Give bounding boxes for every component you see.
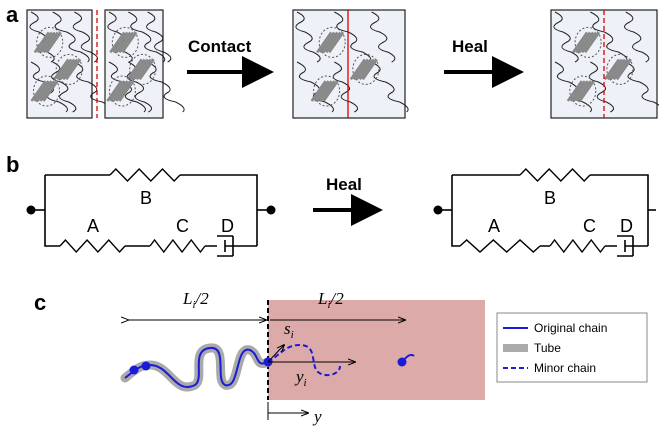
spring: [150, 240, 205, 252]
panel-label: a: [6, 2, 19, 27]
subscript: i: [304, 377, 307, 389]
arrow-label: Contact: [188, 37, 252, 56]
figure: a Contact Heal b Heal B A C D B A C D c …: [0, 0, 659, 428]
element-label: B: [544, 188, 556, 208]
terminal: [267, 206, 276, 215]
chain-end: [130, 366, 139, 375]
legend-label: Original chain: [534, 321, 607, 335]
legend-label: Tube: [534, 341, 561, 355]
terminal: [27, 206, 36, 215]
spring: [110, 169, 180, 181]
element-label: A: [87, 216, 99, 236]
element-label: A: [488, 216, 500, 236]
rest: /2: [195, 289, 210, 308]
legend-label: Minor chain: [534, 361, 596, 375]
spring: [520, 169, 590, 181]
rest: /2: [330, 289, 345, 308]
arrow-label: Heal: [326, 175, 362, 194]
chain-end: [142, 362, 151, 371]
panel-label: c: [34, 290, 46, 315]
axis-label: y: [312, 407, 322, 426]
element-label: D: [620, 216, 633, 236]
symbol: L: [182, 289, 192, 308]
layout: [27, 10, 659, 420]
spring: [60, 240, 125, 252]
arrow-label: Heal: [452, 37, 488, 56]
element-label: C: [176, 216, 189, 236]
math-label: Li/2: [182, 289, 209, 311]
spring: [460, 240, 540, 252]
spring: [550, 240, 605, 252]
terminal: [434, 206, 443, 215]
element-label: B: [140, 188, 152, 208]
element-label: D: [221, 216, 234, 236]
panel-label: b: [6, 152, 19, 177]
symbol: y: [294, 367, 304, 386]
math-label: Li/2: [317, 289, 344, 311]
symbol: L: [317, 289, 327, 308]
subscript: i: [291, 329, 294, 341]
element-label: C: [583, 216, 596, 236]
